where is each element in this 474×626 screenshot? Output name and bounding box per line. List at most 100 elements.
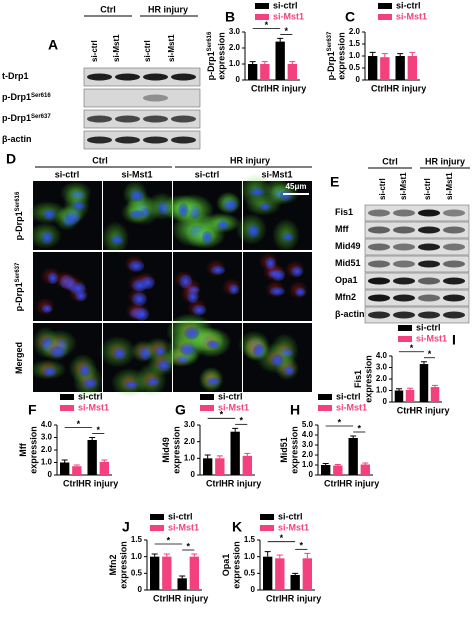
- y-tick-label: 1.5: [244, 535, 256, 544]
- y-tick-label: 2.0: [302, 450, 314, 459]
- band: [368, 294, 390, 302]
- lane-label: si-Mst1: [261, 169, 292, 179]
- row-label-name: Opa1: [335, 275, 358, 285]
- y-axis-label-main: Mff: [18, 442, 28, 456]
- blot-strip: [83, 109, 201, 129]
- nucleus: [129, 189, 144, 202]
- band: [443, 260, 465, 268]
- band: [115, 95, 140, 102]
- band: [418, 260, 440, 268]
- y-axis-label: Mfn2: [108, 555, 118, 576]
- legend-label: si-Mst1: [168, 522, 199, 532]
- band: [393, 226, 415, 234]
- error-bar: [381, 53, 388, 58]
- row-label-name: Merged: [14, 342, 24, 374]
- panel-label: A: [48, 37, 58, 53]
- band: [368, 243, 390, 251]
- x-tick-label: Ctrl: [371, 83, 387, 93]
- band: [171, 136, 196, 144]
- x-tick-label: HR injury: [221, 478, 261, 488]
- legend-swatch: [260, 514, 274, 520]
- band: [443, 243, 465, 251]
- row-label-sup: Ser637: [31, 114, 51, 120]
- panel-label: F: [28, 402, 37, 418]
- group-header: Ctrl: [382, 156, 398, 166]
- significance-star: *: [357, 423, 361, 433]
- error-bar: [151, 553, 158, 557]
- legend-label: si-ctrl: [416, 322, 441, 332]
- band: [443, 226, 465, 234]
- row-label-sup: Ser616: [31, 93, 51, 99]
- lane-label: si-ctrl: [143, 40, 152, 62]
- significance-star: *: [299, 541, 303, 551]
- y-axis-label-main: Mfn2: [108, 555, 118, 576]
- y-axis-label-line2: expression: [231, 541, 241, 589]
- y-tick-label: 0: [191, 470, 196, 479]
- error-bar: [249, 61, 256, 64]
- bar: [367, 56, 378, 80]
- row-label-name: Mid51: [335, 258, 361, 268]
- legend-label: si-Mst1: [273, 11, 304, 21]
- nucleus: [146, 377, 160, 387]
- legend-label: si-ctrl: [78, 391, 103, 401]
- y-axis-label: Mid51: [279, 437, 289, 463]
- x-tick-label: HR injury: [386, 83, 426, 93]
- lane-label: si-ctrl: [378, 178, 387, 200]
- x-tick-label: Ctrl: [153, 593, 169, 603]
- y-tick-label: 4.0: [302, 430, 314, 439]
- lane-label: si-ctrl: [423, 178, 432, 200]
- band: [368, 209, 390, 217]
- y-tick-label: 1.0: [244, 552, 256, 561]
- significance-star: *: [280, 533, 284, 543]
- band: [443, 311, 465, 319]
- y-tick-label: 2.0: [184, 437, 196, 446]
- legend-swatch: [255, 3, 269, 9]
- y-axis-label: Mff: [18, 442, 28, 456]
- nucleus: [184, 326, 200, 340]
- band: [393, 311, 415, 319]
- legend-swatch: [60, 394, 74, 400]
- bar: [348, 438, 358, 475]
- y-tick-label: 0.5: [131, 568, 143, 577]
- bar: [242, 455, 253, 475]
- nucleus: [178, 203, 189, 218]
- band: [443, 294, 465, 302]
- band: [393, 243, 415, 251]
- error-bar: [191, 553, 198, 557]
- legend-swatch: [378, 3, 392, 9]
- legend-label: si-ctrl: [168, 511, 193, 521]
- bar: [99, 461, 110, 475]
- y-tick-label: 0: [251, 585, 256, 594]
- row-label-sup: Ser616: [15, 191, 21, 211]
- y-axis-label-main: Mid51: [279, 437, 289, 463]
- x-tick-label: HR injury: [339, 478, 379, 488]
- error-bar: [277, 37, 284, 42]
- legend-label: si-Mst1: [278, 522, 309, 532]
- row-label: Fis1: [335, 207, 353, 217]
- error-bar: [304, 552, 311, 559]
- significance-star: *: [239, 416, 243, 426]
- nucleus: [210, 265, 225, 275]
- nucleus: [228, 284, 239, 295]
- legend-swatch: [60, 405, 74, 411]
- bar: [275, 41, 285, 80]
- y-tick-label: 1.0: [302, 460, 314, 469]
- y-tick-label: 1.0: [131, 552, 143, 561]
- y-axis-label: Fis1: [353, 370, 363, 388]
- nucleus: [268, 269, 281, 278]
- row-label: β-actin: [2, 134, 32, 144]
- legend-swatch: [150, 514, 164, 520]
- lane-label: si-Mst1: [445, 172, 454, 200]
- error-bar: [362, 462, 369, 465]
- bar: [407, 56, 418, 80]
- y-tick-label: 3.0: [302, 440, 314, 449]
- legend-label: si-Mst1: [78, 402, 109, 412]
- nucleus: [43, 208, 56, 221]
- legend-swatch: [255, 14, 269, 20]
- bar: [262, 556, 273, 590]
- legend-swatch: [378, 14, 392, 20]
- error-bar: [409, 51, 416, 56]
- band: [87, 115, 112, 123]
- nucleus: [279, 190, 293, 201]
- bar: [360, 464, 371, 475]
